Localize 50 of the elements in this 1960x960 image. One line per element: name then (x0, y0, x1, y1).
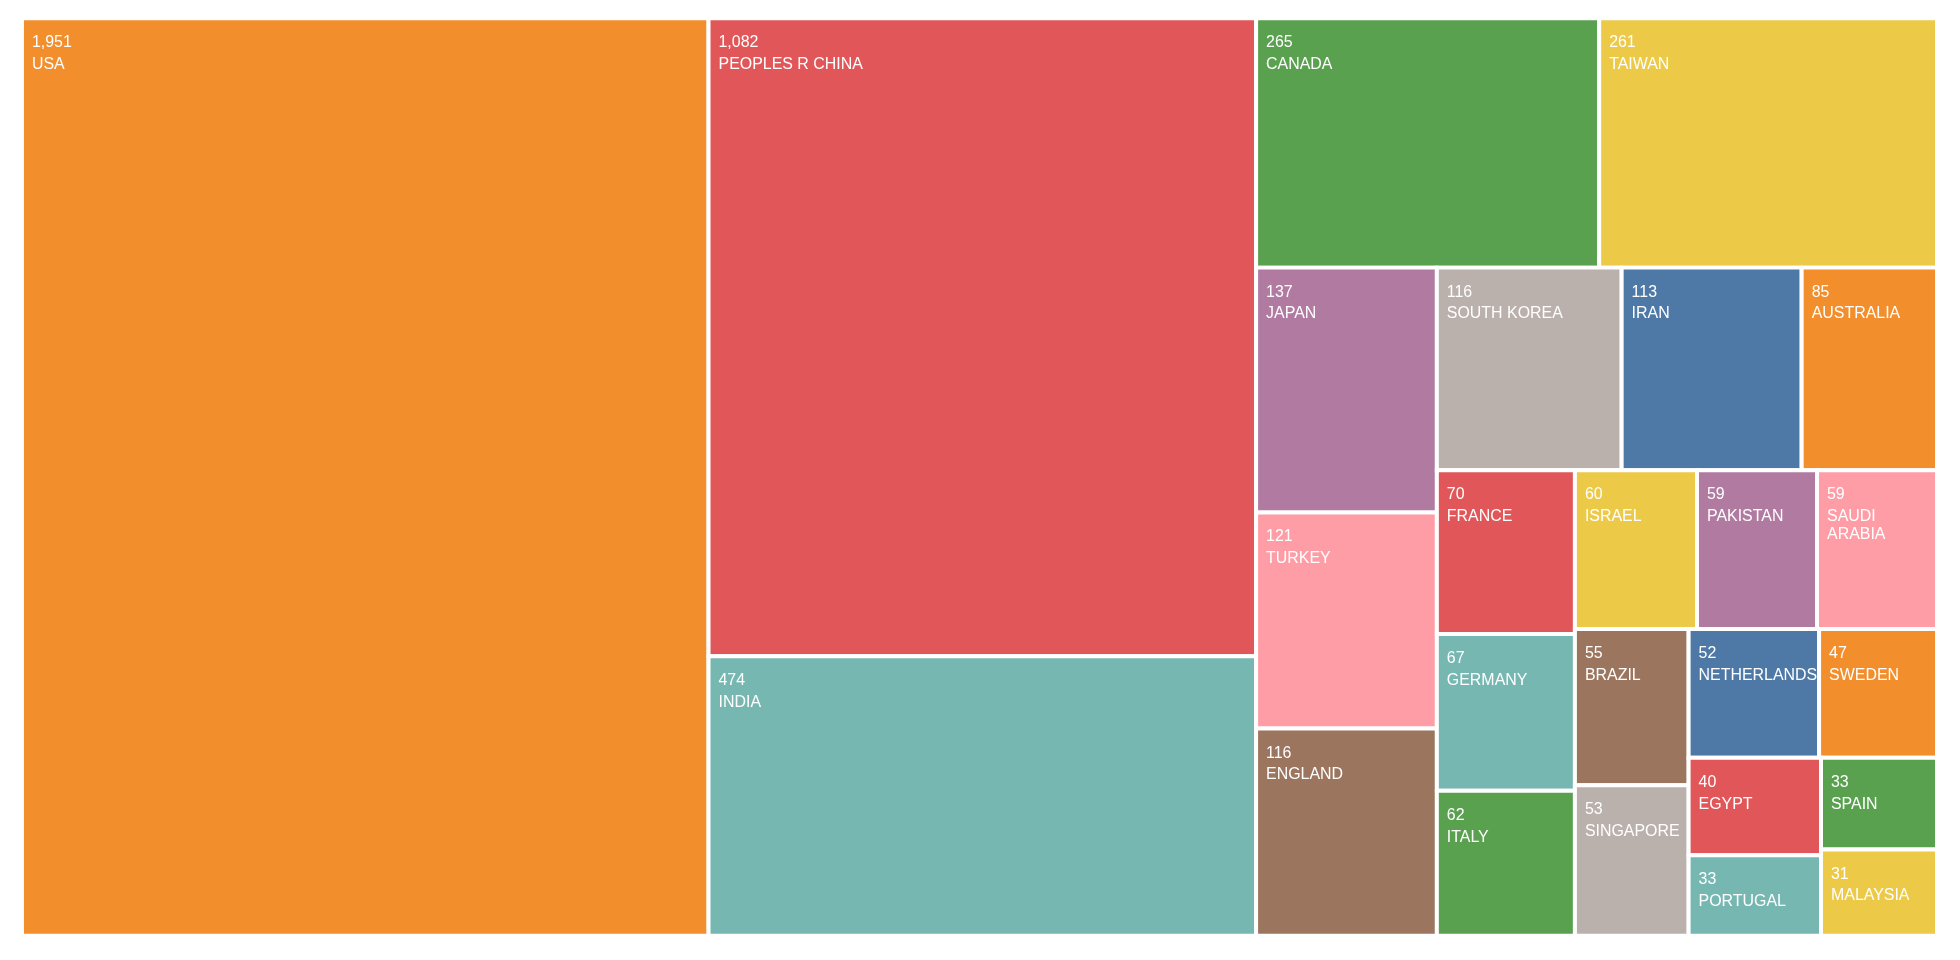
category-label: JAPAN (1266, 304, 1317, 322)
data-label: 113 (1631, 282, 1658, 300)
data-label: 474 (718, 671, 746, 689)
data-label: 116 (1266, 743, 1292, 761)
category-label: IRAN (1631, 304, 1670, 322)
category-label: ISRAEL (1584, 507, 1642, 525)
category-label: NETHERLANDS (1698, 665, 1818, 683)
category-label: PEOPLES R CHINA (718, 55, 864, 73)
category-label: PAKISTAN (1706, 507, 1784, 525)
data-label: 67 (1446, 649, 1465, 667)
category-label: SPAIN (1830, 794, 1878, 812)
category-label: MALAYSIA (1830, 886, 1910, 904)
data-label: 261 (1609, 33, 1636, 51)
data-label: 60 (1584, 485, 1603, 503)
data-label: 121 (1266, 527, 1293, 545)
data-label: 1,082 (718, 33, 759, 51)
data-label: 1,951 (31, 33, 72, 51)
data-label: 31 (1830, 864, 1849, 882)
data-label: 55 (1584, 644, 1603, 661)
data-label: 62 (1446, 805, 1465, 823)
category-label: FRANCE (1446, 507, 1513, 525)
category-label: INDIA (718, 693, 762, 711)
category-label: SINGAPORE (1584, 822, 1680, 840)
data-label: 52 (1698, 644, 1717, 661)
category-label: TURKEY (1266, 549, 1332, 567)
category-label: SWEDEN (1829, 665, 1900, 683)
data-label: 59 (1827, 485, 1845, 503)
data-label: 70 (1446, 485, 1465, 503)
category-label: TAIWAN (1609, 55, 1670, 73)
data-label: 33 (1830, 772, 1849, 790)
data-label: 33 (1698, 870, 1717, 888)
category-label: GERMANY (1446, 670, 1528, 688)
category-label: BRAZIL (1584, 665, 1641, 683)
category-label: PORTUGAL (1698, 892, 1787, 910)
data-label: 116 (1446, 282, 1473, 300)
category-label: EGYPT (1698, 794, 1753, 812)
category-label: SOUTH KOREA (1446, 304, 1564, 322)
data-label: 85 (1811, 282, 1830, 300)
data-label: 47 (1829, 644, 1847, 661)
data-label: 59 (1706, 485, 1725, 503)
category-label: CANADA (1266, 55, 1333, 73)
category-label: ITALY (1446, 827, 1490, 845)
category-label: USA (31, 55, 66, 73)
data-label: 53 (1584, 800, 1603, 818)
category-label: SAUDI ARABIA (1827, 507, 1886, 543)
data-label: 265 (1266, 33, 1293, 51)
category-label: AUSTRALIA (1811, 304, 1901, 322)
data-label: 137 (1266, 282, 1293, 300)
category-label: ENGLAND (1266, 765, 1344, 783)
data-label: 40 (1698, 772, 1717, 790)
